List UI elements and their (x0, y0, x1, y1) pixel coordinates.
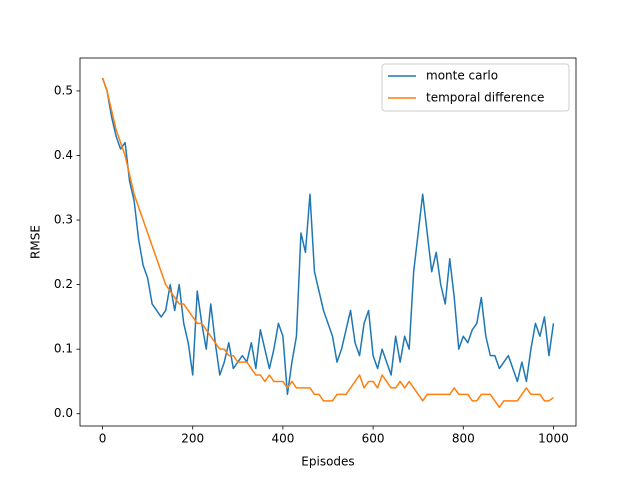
legend-label: temporal difference (426, 91, 544, 105)
x-tick-label: 1000 (538, 432, 569, 446)
x-tick-label: 0 (99, 432, 107, 446)
legend: monte carlo temporal difference (381, 63, 570, 112)
y-axis-label: RMSE (29, 225, 43, 259)
y-tick-label: 0.0 (54, 406, 73, 420)
y-tick-label: 0.1 (54, 342, 73, 356)
series-line (101, 77, 554, 409)
y-tick-label: 0.4 (54, 148, 73, 162)
plot-frame (79, 57, 577, 427)
legend-box (381, 63, 570, 112)
x-tick-label: 600 (362, 432, 385, 446)
x-tick-label: 800 (452, 432, 475, 446)
x-axis-label: Episodes (301, 455, 354, 469)
y-tick-label: 0.2 (54, 277, 73, 291)
x-tick-label: 400 (271, 432, 294, 446)
x-tick-label: 200 (181, 432, 204, 446)
y-tick-label: 0.3 (54, 213, 73, 227)
legend-label: monte carlo (426, 69, 498, 83)
y-tick-label: 0.5 (54, 83, 73, 97)
series-line (101, 77, 555, 396)
